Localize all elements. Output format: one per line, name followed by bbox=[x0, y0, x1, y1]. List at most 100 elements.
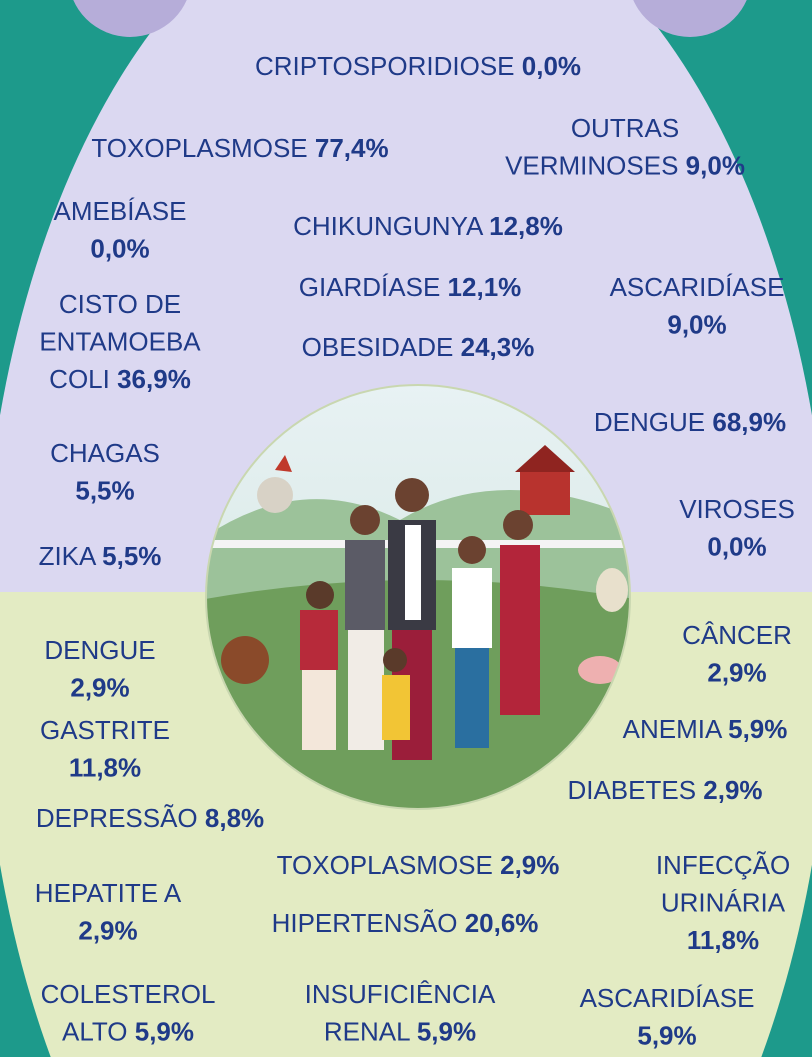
disease-label: ANEMIA 5,9% bbox=[623, 714, 788, 744]
label-text: TOXOPLASMOSE bbox=[277, 850, 493, 880]
percentage: 11,8% bbox=[687, 925, 759, 955]
label-line: TOXOPLASMOSE 77,4% bbox=[91, 133, 388, 163]
label-line: DEPRESSÃO 8,8% bbox=[36, 803, 264, 833]
label-text: COLI bbox=[49, 364, 110, 394]
percentage: 5,9% bbox=[417, 1016, 476, 1046]
label-text: CÂNCER bbox=[682, 620, 792, 650]
disease-label: DIABETES 2,9% bbox=[567, 775, 762, 805]
percentage: 5,9% bbox=[728, 714, 787, 744]
label-line: ASCARIDÍASE bbox=[610, 272, 785, 302]
label-line: COLI 36,9% bbox=[49, 364, 191, 394]
percentage: 2,9% bbox=[703, 775, 762, 805]
disease-label: DEPRESSÃO 8,8% bbox=[36, 803, 264, 833]
label-text: ANEMIA bbox=[623, 714, 723, 744]
label-line: CISTO DE bbox=[59, 289, 181, 319]
percentage: 8,8% bbox=[205, 803, 264, 833]
label-text: VIROSES bbox=[679, 494, 795, 524]
label-line: DENGUE 68,9% bbox=[594, 407, 786, 437]
percentage: 68,9% bbox=[712, 407, 786, 437]
label-line: VIROSES bbox=[679, 494, 795, 524]
label-text: ASCARIDÍASE bbox=[610, 272, 785, 302]
label-line: ZIKA 5,5% bbox=[39, 541, 162, 571]
label-line: GIARDÍASE 12,1% bbox=[299, 272, 522, 302]
percentage: 0,0% bbox=[707, 531, 766, 561]
label-line: CHIKUNGUNYA 12,8% bbox=[293, 211, 563, 241]
percentage: 5,5% bbox=[75, 475, 134, 505]
label-text: ALTO bbox=[62, 1016, 128, 1046]
label-text: URINÁRIA bbox=[661, 887, 786, 917]
disease-label: HIPERTENSÃO 20,6% bbox=[272, 908, 539, 938]
label-line: DIABETES 2,9% bbox=[567, 775, 762, 805]
percentage: 2,9% bbox=[707, 657, 766, 687]
label-line: GASTRITE bbox=[40, 715, 170, 745]
percentage: 5,5% bbox=[102, 541, 161, 571]
label-line: INFECÇÃO bbox=[656, 850, 790, 880]
label-text: HIPERTENSÃO bbox=[272, 908, 458, 938]
infographic: CRIPTOSPORIDIOSE 0,0% TOXOPLASMOSE 77,4% O… bbox=[0, 0, 812, 1057]
label-text: INSUFICIÊNCIA bbox=[305, 979, 496, 1009]
label-line: RENAL 5,9% bbox=[324, 1016, 476, 1046]
label-line: CHAGAS bbox=[50, 438, 160, 468]
label-text: DENGUE bbox=[594, 407, 705, 437]
label-line: INSUFICIÊNCIA bbox=[305, 979, 496, 1009]
label-line: ENTAMOEBA bbox=[39, 326, 201, 356]
disease-label: OBESIDADE 24,3% bbox=[302, 332, 535, 362]
percentage: 20,6% bbox=[465, 908, 539, 938]
disease-label: ZIKA 5,5% bbox=[39, 541, 162, 571]
label-text: OUTRAS bbox=[571, 113, 679, 143]
percentage: 77,4% bbox=[315, 133, 389, 163]
percentage: 9,0% bbox=[667, 309, 726, 339]
disease-label: CHIKUNGUNYA 12,8% bbox=[293, 211, 563, 241]
label-line: AMEBÍASE bbox=[54, 196, 187, 226]
disease-label: CISTO DE ENTAMOEBA COLI 36,9% bbox=[39, 289, 201, 394]
label-line: VERMINOSES 9,0% bbox=[505, 150, 745, 180]
percentage: 2,9% bbox=[500, 850, 559, 880]
disease-label: TOXOPLASMOSE 2,9% bbox=[277, 850, 560, 880]
label-line: OUTRAS bbox=[571, 113, 679, 143]
label-text: GIARDÍASE bbox=[299, 272, 441, 302]
percentage: 11,8% bbox=[69, 752, 141, 782]
percentage: 36,9% bbox=[117, 364, 191, 394]
label-text: DEPRESSÃO bbox=[36, 803, 198, 833]
label-line: TOXOPLASMOSE 2,9% bbox=[277, 850, 560, 880]
label-text: CRIPTOSPORIDIOSE bbox=[255, 51, 515, 81]
label-text: INFECÇÃO bbox=[656, 850, 790, 880]
label-line: HEPATITE A bbox=[35, 878, 182, 908]
disease-label: DENGUE 68,9% bbox=[594, 407, 786, 437]
label-line: CRIPTOSPORIDIOSE 0,0% bbox=[255, 51, 581, 81]
disease-label: GIARDÍASE 12,1% bbox=[299, 272, 522, 302]
percentage: 5,9% bbox=[637, 1020, 696, 1050]
label-line: DENGUE bbox=[44, 635, 155, 665]
label-line: COLESTEROL bbox=[41, 979, 216, 1009]
percentage: 12,1% bbox=[448, 272, 522, 302]
label-text: COLESTEROL bbox=[41, 979, 216, 1009]
label-text: ENTAMOEBA bbox=[39, 326, 201, 356]
label-line: ASCARIDÍASE bbox=[580, 983, 755, 1013]
disease-label: CRIPTOSPORIDIOSE 0,0% bbox=[255, 51, 581, 81]
label-text: ZIKA bbox=[39, 541, 97, 571]
label-line: HIPERTENSÃO 20,6% bbox=[272, 908, 539, 938]
percentage: 5,9% bbox=[135, 1016, 194, 1046]
label-text: TOXOPLASMOSE bbox=[91, 133, 307, 163]
label-text: HEPATITE A bbox=[35, 878, 182, 908]
percentage: 24,3% bbox=[461, 332, 535, 362]
percentage: 9,0% bbox=[686, 150, 745, 180]
label-line: OBESIDADE 24,3% bbox=[302, 332, 535, 362]
percentage: 2,9% bbox=[78, 915, 137, 945]
label-text: CHAGAS bbox=[50, 438, 160, 468]
label-line: ANEMIA 5,9% bbox=[623, 714, 788, 744]
percentage: 0,0% bbox=[522, 51, 581, 81]
label-text: CHIKUNGUNYA bbox=[293, 211, 484, 241]
label-text: ASCARIDÍASE bbox=[580, 983, 755, 1013]
label-text: DIABETES bbox=[567, 775, 696, 805]
label-line: URINÁRIA bbox=[661, 887, 786, 917]
label-text: VERMINOSES bbox=[505, 150, 678, 180]
label-text: DENGUE bbox=[44, 635, 155, 665]
label-line: ALTO 5,9% bbox=[62, 1016, 194, 1046]
label-line: CÂNCER bbox=[682, 620, 792, 650]
percentage: 2,9% bbox=[70, 672, 129, 702]
label-text: RENAL bbox=[324, 1016, 410, 1046]
page: CRIPTOSPORIDIOSE 0,0% TOXOPLASMOSE 77,4% O… bbox=[0, 0, 812, 1057]
label-text: GASTRITE bbox=[40, 715, 170, 745]
label-text: OBESIDADE bbox=[302, 332, 454, 362]
